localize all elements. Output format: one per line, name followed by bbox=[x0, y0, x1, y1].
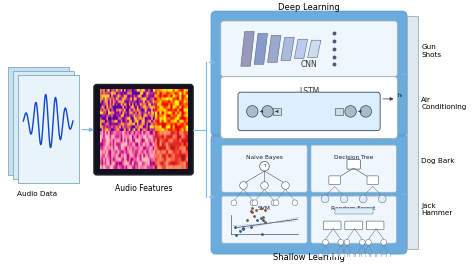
FancyBboxPatch shape bbox=[222, 196, 307, 243]
Text: Gun
Shots: Gun Shots bbox=[421, 44, 441, 58]
Text: CNN: CNN bbox=[301, 60, 318, 69]
Circle shape bbox=[340, 195, 348, 203]
Text: LSTM: LSTM bbox=[299, 87, 319, 96]
Circle shape bbox=[371, 253, 375, 258]
FancyBboxPatch shape bbox=[221, 77, 397, 138]
Text: Audio Data: Audio Data bbox=[17, 191, 57, 197]
Polygon shape bbox=[254, 34, 267, 64]
FancyBboxPatch shape bbox=[335, 208, 373, 214]
FancyBboxPatch shape bbox=[18, 75, 79, 183]
FancyBboxPatch shape bbox=[367, 176, 378, 185]
FancyBboxPatch shape bbox=[222, 145, 307, 192]
Circle shape bbox=[282, 182, 289, 189]
Circle shape bbox=[328, 253, 333, 258]
FancyBboxPatch shape bbox=[94, 84, 193, 175]
FancyBboxPatch shape bbox=[311, 145, 396, 192]
Text: Jack
Hammer: Jack Hammer bbox=[421, 203, 453, 216]
Circle shape bbox=[250, 200, 256, 206]
Circle shape bbox=[246, 106, 258, 117]
Text: h$_t$: h$_t$ bbox=[397, 91, 404, 100]
Circle shape bbox=[323, 239, 328, 245]
FancyBboxPatch shape bbox=[407, 16, 418, 249]
Circle shape bbox=[365, 253, 369, 258]
Circle shape bbox=[349, 253, 354, 258]
Circle shape bbox=[231, 200, 237, 206]
FancyBboxPatch shape bbox=[238, 92, 380, 131]
Circle shape bbox=[345, 106, 356, 117]
Circle shape bbox=[386, 253, 391, 258]
Circle shape bbox=[273, 200, 279, 206]
Circle shape bbox=[359, 239, 365, 245]
Polygon shape bbox=[241, 32, 254, 66]
FancyBboxPatch shape bbox=[329, 176, 340, 185]
Circle shape bbox=[355, 253, 360, 258]
FancyBboxPatch shape bbox=[366, 221, 384, 230]
Circle shape bbox=[292, 200, 298, 206]
Circle shape bbox=[262, 106, 273, 117]
FancyBboxPatch shape bbox=[211, 134, 407, 254]
Circle shape bbox=[319, 253, 323, 258]
Circle shape bbox=[365, 239, 371, 245]
Circle shape bbox=[376, 253, 381, 258]
Circle shape bbox=[240, 182, 247, 189]
Circle shape bbox=[271, 200, 277, 206]
FancyBboxPatch shape bbox=[345, 221, 363, 230]
Circle shape bbox=[344, 239, 350, 245]
FancyBboxPatch shape bbox=[335, 107, 343, 115]
Text: SVM: SVM bbox=[258, 206, 271, 211]
Circle shape bbox=[359, 195, 367, 203]
Text: Decision Tree: Decision Tree bbox=[334, 155, 374, 160]
Polygon shape bbox=[281, 37, 294, 60]
FancyBboxPatch shape bbox=[311, 196, 396, 243]
FancyBboxPatch shape bbox=[323, 221, 341, 230]
Circle shape bbox=[261, 182, 268, 189]
Circle shape bbox=[360, 106, 372, 117]
Text: Audio Features: Audio Features bbox=[115, 183, 172, 192]
FancyBboxPatch shape bbox=[8, 67, 69, 175]
FancyBboxPatch shape bbox=[211, 11, 407, 136]
Circle shape bbox=[321, 195, 329, 203]
FancyBboxPatch shape bbox=[13, 71, 74, 179]
Text: Dog Bark: Dog Bark bbox=[421, 158, 455, 164]
Circle shape bbox=[252, 200, 258, 206]
Text: T: T bbox=[263, 164, 266, 168]
Text: Random Forest: Random Forest bbox=[331, 206, 376, 211]
FancyBboxPatch shape bbox=[347, 159, 360, 169]
FancyBboxPatch shape bbox=[273, 107, 281, 115]
Circle shape bbox=[343, 253, 348, 258]
Circle shape bbox=[334, 253, 338, 258]
Text: Deep Learning: Deep Learning bbox=[278, 3, 340, 12]
Polygon shape bbox=[267, 35, 281, 62]
Circle shape bbox=[361, 253, 366, 258]
FancyBboxPatch shape bbox=[221, 21, 397, 77]
Text: Air
Conditioning: Air Conditioning bbox=[421, 97, 466, 110]
Text: Naive Bayes: Naive Bayes bbox=[246, 155, 283, 160]
Circle shape bbox=[260, 162, 269, 171]
Polygon shape bbox=[294, 39, 308, 59]
Circle shape bbox=[340, 253, 345, 258]
Polygon shape bbox=[308, 40, 321, 58]
Circle shape bbox=[378, 195, 386, 203]
Circle shape bbox=[338, 239, 344, 245]
Text: Shallow Learning: Shallow Learning bbox=[273, 253, 345, 262]
Circle shape bbox=[381, 239, 387, 245]
